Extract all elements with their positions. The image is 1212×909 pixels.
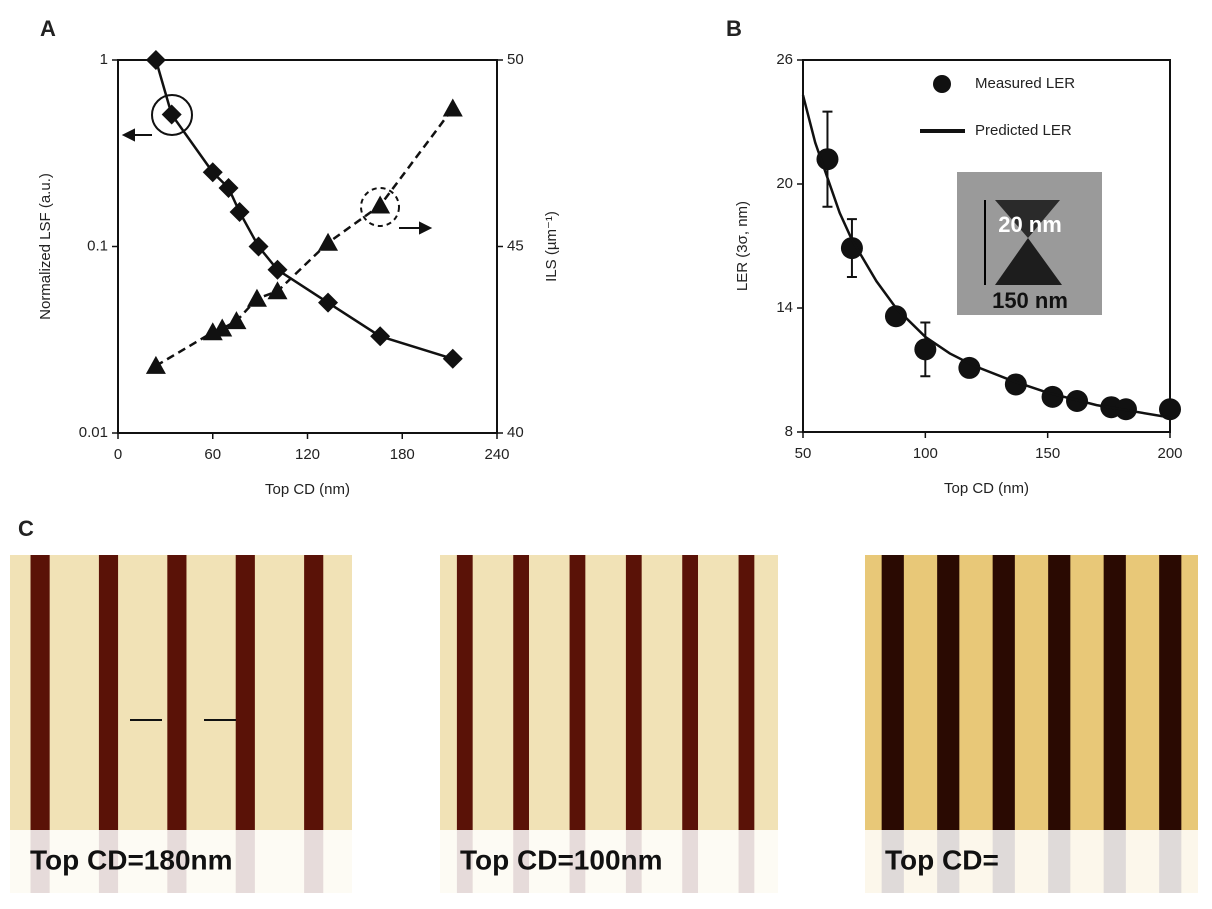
line-feature [30, 555, 50, 893]
diamond-marker [248, 236, 269, 257]
circle-marker [1159, 398, 1181, 421]
y-tick-label: 0.01 [79, 424, 108, 441]
circle-marker [840, 237, 863, 260]
legend-label: Predicted LER [975, 122, 1072, 139]
diamond-marker [229, 202, 250, 223]
caption-band [10, 830, 352, 893]
line-feature [1048, 555, 1071, 893]
line-feature [235, 555, 255, 893]
diamond-marker [145, 50, 166, 70]
triangle-marker [442, 98, 463, 117]
triangle-marker [370, 195, 391, 214]
inset-label: 20 nm [998, 212, 1062, 237]
x-tick-label: 120 [295, 446, 320, 463]
x-tick-label: 200 [1157, 445, 1182, 462]
series-line [155, 107, 454, 367]
x-tick-label: 240 [484, 446, 509, 463]
line-feature [1103, 555, 1126, 893]
series-line [801, 94, 1171, 419]
plot-frame [802, 59, 1171, 433]
triangle-marker [246, 288, 267, 307]
triangle-marker [145, 355, 166, 374]
line-feature [456, 555, 473, 893]
panel-label: B [726, 16, 742, 41]
annotation [121, 94, 433, 235]
y2-axis-label: ILS (µm⁻¹) [543, 211, 560, 282]
y2-tick-label: 45 [507, 237, 524, 254]
y-tick-label: 8 [785, 423, 793, 440]
triangle-marker [226, 311, 247, 330]
diamond-marker [202, 162, 223, 183]
panel-label: A [40, 16, 56, 41]
x-tick-label: 0 [114, 446, 122, 463]
line-feature [937, 555, 960, 893]
line-feature [98, 555, 119, 893]
legend-label: Measured LER [975, 75, 1075, 92]
line-feature [881, 555, 904, 893]
line-feature [1159, 555, 1182, 893]
y-axis-label: LER (3σ, nm) [734, 201, 751, 291]
inset-image [957, 172, 1102, 315]
line-feature [167, 555, 187, 893]
circle-marker [884, 305, 907, 328]
line-feature [992, 555, 1015, 893]
image-caption: Top CD=180nm [30, 844, 233, 875]
y-axis-label: Normalized LSF (a.u.) [37, 173, 54, 320]
line-feature [569, 555, 586, 893]
series-line [154, 59, 454, 360]
x-tick-label: 50 [795, 445, 812, 462]
y-tick-label: 0.1 [87, 237, 108, 254]
y2-tick-label: 40 [507, 424, 524, 441]
y-tick-label: 1 [100, 51, 108, 68]
diamond-marker [370, 326, 391, 347]
line-feature [682, 555, 699, 893]
triangle-marker [318, 232, 339, 251]
x-axis-label: Top CD (nm) [265, 481, 350, 498]
x-axis-label: Top CD (nm) [944, 480, 1029, 497]
diamond-marker [218, 177, 239, 198]
inset-label: 150 nm [992, 288, 1068, 313]
circle-marker [958, 356, 981, 379]
y-tick-label: 20 [776, 175, 793, 192]
line-feature [513, 555, 530, 893]
y2-tick-label: 50 [507, 51, 524, 68]
x-tick-label: 150 [1035, 445, 1060, 462]
diamond-marker [442, 348, 463, 369]
y-tick-label: 14 [776, 299, 793, 316]
legend-marker [933, 75, 951, 93]
image-caption: Top CD=100nm [460, 844, 663, 875]
diamond-marker [318, 292, 339, 313]
triangle-marker [212, 318, 233, 337]
x-tick-label: 60 [204, 446, 221, 463]
x-tick-label: 100 [913, 445, 938, 462]
image-row: Top CD=180nm Top CD=100nm Top CD= [10, 555, 1198, 893]
circle-marker [914, 338, 937, 361]
panel-label: C [18, 516, 34, 541]
line-feature [738, 555, 755, 893]
y-tick-label: 26 [776, 51, 793, 68]
image-caption: Top CD= [885, 844, 999, 875]
diamond-marker [161, 104, 182, 125]
caption-band [865, 830, 1198, 893]
line-feature [304, 555, 324, 893]
line-feature [625, 555, 642, 893]
diamond-marker [267, 259, 288, 280]
caption-band [440, 830, 778, 893]
x-tick-label: 180 [390, 446, 415, 463]
triangle-marker [267, 281, 288, 300]
